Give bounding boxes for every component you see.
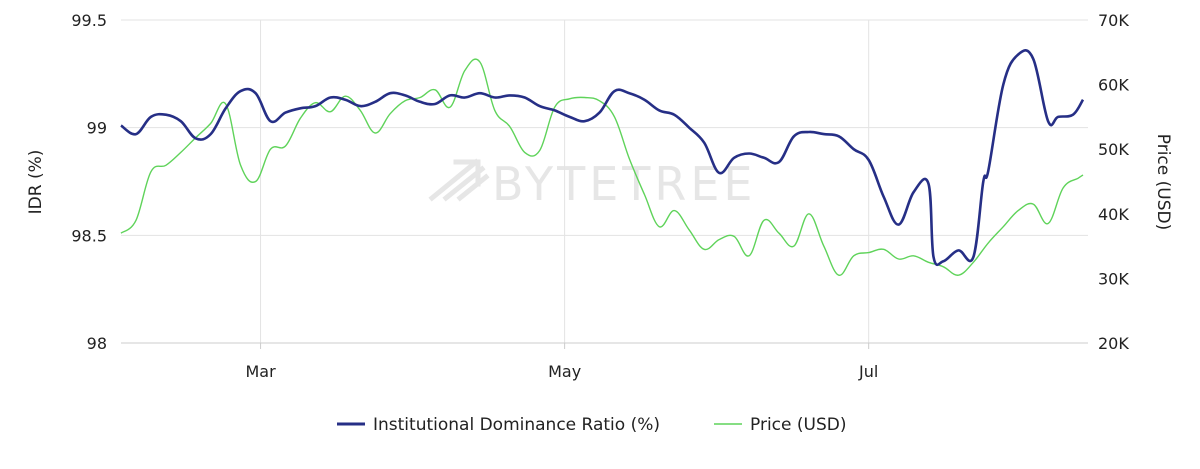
y-right-tick-label: 20K — [1098, 334, 1129, 353]
series-line-idr — [120, 49, 1085, 266]
axes: 99.5 99 98.5 98 70K 60K 50K 40K 30K 20K Mar May Jul — [71, 11, 1129, 381]
y-right-tick-label: 70K — [1098, 11, 1129, 30]
bytetree-logo-icon — [428, 158, 490, 202]
series-line-price — [120, 58, 1084, 276]
y-right-tick-label: 50K — [1098, 140, 1129, 159]
legend-item-idr[interactable]: Institutional Dominance Ratio (%) — [337, 415, 660, 435]
series-layer — [120, 49, 1085, 276]
legend-item-price[interactable]: Price (USD) — [714, 415, 846, 435]
x-tick-label: May — [548, 362, 581, 381]
y-left-tick-label: 99 — [87, 119, 107, 138]
y-right-tick-label: 40K — [1098, 205, 1129, 224]
y-left-tick-label: 98 — [87, 334, 107, 353]
legend-label-idr: Institutional Dominance Ratio (%) — [373, 415, 660, 435]
watermark-text: BYTETREE — [492, 157, 757, 211]
x-tick-label: Jul — [858, 362, 878, 381]
y-right-tick-label: 60K — [1098, 76, 1129, 95]
y-left-tick-label: 98.5 — [71, 226, 107, 245]
y-right-axis-title: Price (USD) — [1153, 134, 1173, 230]
legend: Institutional Dominance Ratio (%) Price … — [337, 415, 846, 435]
y-right-tick-label: 30K — [1098, 269, 1129, 288]
y-left-tick-label: 99.5 — [71, 11, 107, 30]
x-tick-label: Mar — [245, 362, 276, 381]
watermark: BYTETREE — [428, 157, 757, 211]
y-left-axis-title: IDR (%) — [26, 150, 46, 215]
legend-label-price: Price (USD) — [750, 415, 846, 435]
